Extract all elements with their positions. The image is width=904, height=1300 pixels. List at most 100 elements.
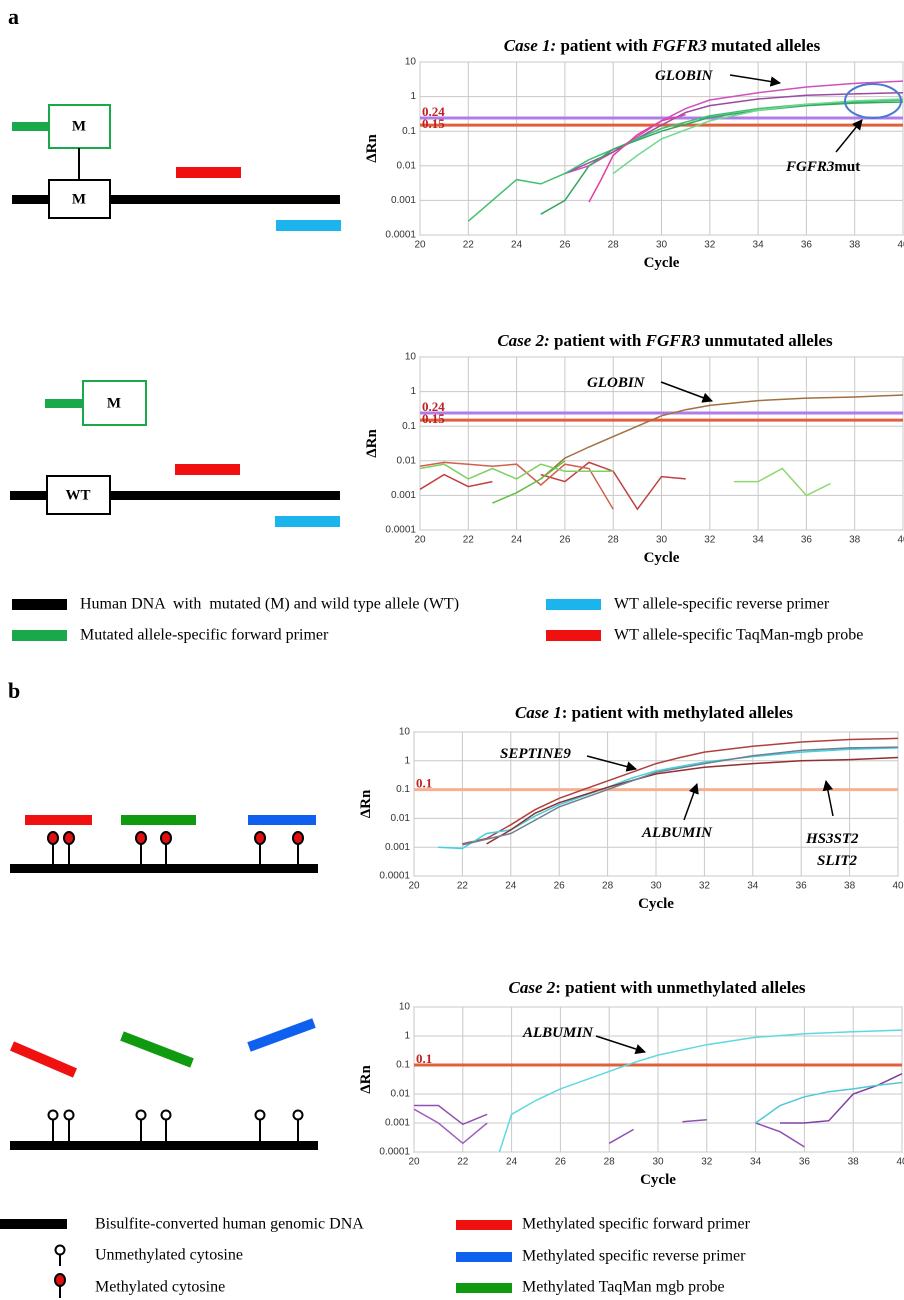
x-axis-label: Cycle [640, 1172, 676, 1188]
threshold-label: 0.1 [416, 776, 432, 791]
x-tick-label: 26 [559, 240, 571, 251]
figure: a b M M M WT Human DNA with mutated (M) … [0, 0, 904, 1300]
x-tick-label: 34 [747, 881, 759, 892]
annotation: HS3ST2 [805, 831, 859, 847]
x-tick-label: 24 [511, 535, 523, 546]
x-tick-label: 34 [753, 240, 765, 251]
x-tick-label: 30 [656, 240, 668, 251]
y-tick-label: 0.001 [391, 195, 416, 206]
y-tick-label: 0.1 [396, 784, 410, 795]
y-tick-label: 10 [399, 727, 411, 738]
x-tick-label: 22 [457, 1157, 469, 1168]
y-tick-label: 10 [405, 352, 417, 363]
y-tick-label: 0.001 [385, 1118, 410, 1129]
diagram-a2 [10, 381, 340, 527]
x-tick-label: 32 [701, 1157, 713, 1168]
y-axis-label: ΔRn [358, 1065, 374, 1094]
x-tick-label: 30 [656, 535, 668, 546]
x-tick-label: 20 [414, 240, 426, 251]
legend-text: WT allele-specific TaqMan-mgb probe [614, 627, 863, 644]
y-tick-label: 0.01 [391, 1089, 411, 1100]
diagram-b2 [10, 1023, 318, 1150]
x-tick-label: 22 [463, 535, 475, 546]
x-axis-label: Cycle [644, 550, 680, 566]
x-tick-label: 40 [897, 240, 904, 251]
y-axis-label: ΔRn [364, 429, 380, 458]
y-tick-label: 1 [410, 386, 416, 397]
x-tick-label: 30 [652, 1157, 664, 1168]
box-label: M [72, 191, 86, 207]
y-tick-label: 0.0001 [385, 230, 416, 241]
y-axis-label: ΔRn [364, 134, 380, 163]
legend-text: Methylated specific reverse primer [522, 1248, 746, 1265]
x-tick-label: 28 [602, 881, 614, 892]
y-axis-label: ΔRn [358, 789, 374, 818]
y-tick-label: 10 [405, 57, 417, 68]
x-tick-label: 34 [750, 1157, 762, 1168]
y-tick-label: 0.001 [385, 842, 410, 853]
x-tick-label: 22 [463, 240, 475, 251]
diagram-b1 [10, 815, 318, 873]
threshold-label: 0.1 [416, 1051, 432, 1066]
x-tick-label: 32 [699, 881, 711, 892]
x-tick-label: 28 [608, 535, 620, 546]
legend-text: Methylated cytosine [95, 1279, 225, 1296]
box-label: M [107, 395, 121, 411]
x-tick-label: 20 [408, 1157, 420, 1168]
x-tick-label: 32 [704, 535, 716, 546]
annotation: SEPTINE9 [500, 746, 571, 762]
y-tick-label: 0.1 [402, 421, 416, 432]
x-tick-label: 28 [608, 240, 620, 251]
annotation: ALBUMIN [522, 1025, 594, 1041]
x-axis-label: Cycle [638, 896, 674, 912]
box-label: WT [65, 487, 90, 503]
annotation: ALBUMIN [641, 825, 713, 841]
annotation: FGFR3mut [785, 159, 860, 175]
x-tick-label: 40 [892, 881, 904, 892]
annotation: GLOBIN [655, 68, 714, 84]
y-tick-label: 0.1 [396, 1060, 410, 1071]
y-tick-label: 0.1 [402, 126, 416, 137]
chart-title: Case 2: patient with FGFR3 unmutated all… [497, 331, 833, 350]
threshold-label: 0.15 [422, 116, 445, 131]
legend-text: Methylated specific forward primer [522, 1216, 751, 1233]
legend-text: Mutated allele-specific forward primer [80, 627, 329, 644]
threshold-label: 0.15 [422, 411, 445, 426]
x-tick-label: 38 [849, 535, 861, 546]
x-tick-label: 26 [559, 535, 571, 546]
x-tick-label: 32 [704, 240, 716, 251]
y-tick-label: 10 [399, 1002, 411, 1013]
diagram-a1 [12, 105, 341, 231]
x-axis-label: Cycle [644, 255, 680, 271]
y-tick-label: 0.0001 [385, 525, 416, 536]
x-tick-label: 36 [801, 535, 813, 546]
x-tick-label: 38 [849, 240, 861, 251]
x-tick-label: 36 [799, 1157, 811, 1168]
x-tick-label: 40 [897, 535, 904, 546]
x-tick-label: 40 [896, 1157, 904, 1168]
annotation: GLOBIN [587, 375, 646, 391]
panel-label: b [8, 678, 20, 703]
y-tick-label: 0.01 [397, 455, 417, 466]
charts: 0.0001 0.001 0.01 0.1 1 10 20 22 24 26 28 30 32 34 36 3… [358, 57, 904, 1188]
y-tick-label: 0.01 [397, 160, 417, 171]
y-tick-label: 0.0001 [379, 1147, 410, 1158]
y-tick-label: 1 [410, 91, 416, 102]
x-tick-label: 38 [848, 1157, 860, 1168]
y-tick-label: 1 [404, 755, 410, 766]
x-tick-label: 24 [511, 240, 523, 251]
x-tick-label: 20 [408, 881, 420, 892]
x-tick-label: 26 [554, 881, 566, 892]
legend-text: Unmethylated cytosine [95, 1247, 243, 1264]
box-label: M [72, 118, 86, 134]
x-tick-label: 36 [801, 240, 813, 251]
x-tick-label: 22 [457, 881, 469, 892]
y-tick-label: 0.01 [391, 813, 411, 824]
x-tick-label: 38 [844, 881, 856, 892]
x-tick-label: 24 [505, 881, 517, 892]
x-tick-label: 28 [604, 1157, 616, 1168]
y-tick-label: 1 [404, 1031, 410, 1042]
legend-text: Human DNA with mutated (M) and wild type… [80, 596, 459, 613]
